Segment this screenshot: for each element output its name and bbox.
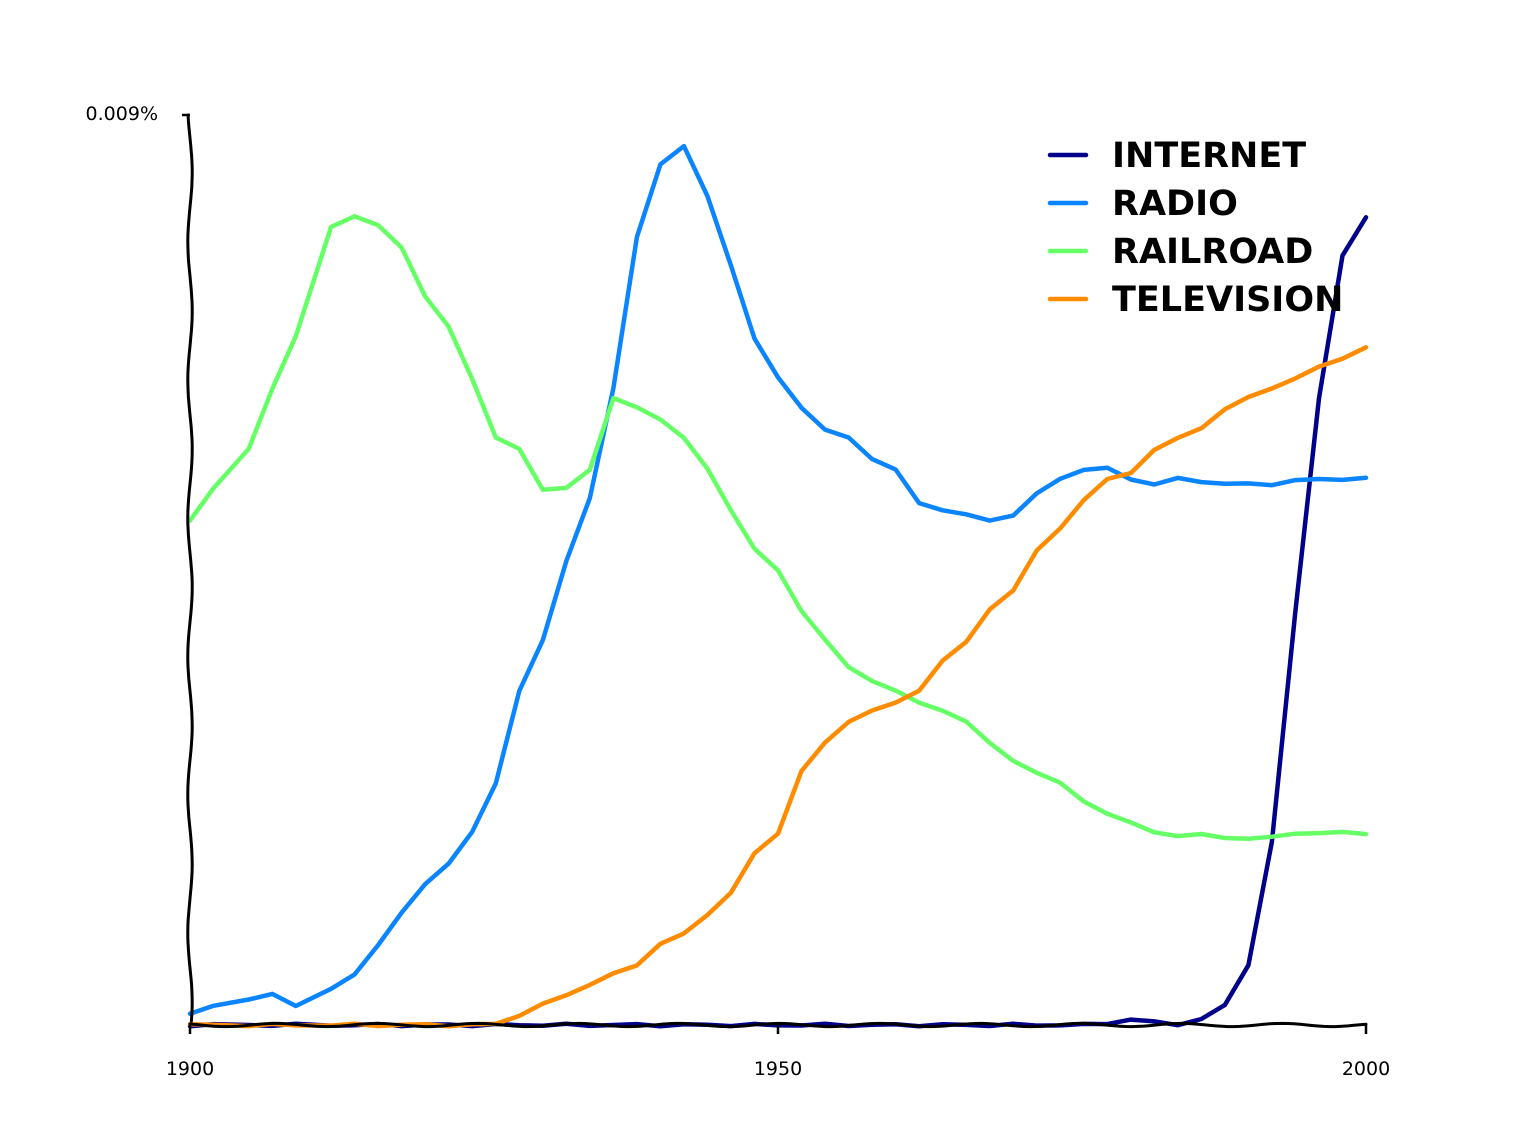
legend-label-railroad: RAILROAD xyxy=(1112,232,1313,272)
series-layer xyxy=(187,143,1369,1029)
legend: INTERNET RADIO RAILROAD TELEVISION xyxy=(1047,136,1343,320)
x-tick-label-2000: 2000 xyxy=(1342,1058,1390,1080)
series-line-television xyxy=(187,345,1369,1029)
y-axis xyxy=(186,113,194,1023)
y-tick-label-max: 0.009% xyxy=(86,103,158,125)
x-tick-label-1950: 1950 xyxy=(754,1058,802,1080)
x-tick-label-1900: 1900 xyxy=(166,1058,214,1080)
series-line-radio xyxy=(187,143,1369,1016)
legend-label-radio: RADIO xyxy=(1112,184,1238,224)
legend-label-internet: INTERNET xyxy=(1112,136,1306,176)
x-axis xyxy=(188,1021,1368,1029)
legend-label-television: TELEVISION xyxy=(1112,280,1343,320)
plot-area: 1900 1950 2000 0.009% xyxy=(86,103,1391,1080)
series-line-railroad xyxy=(187,214,1369,842)
series-line-internet xyxy=(187,215,1369,1029)
tick-layer: 1900 1950 2000 xyxy=(166,113,1390,1080)
